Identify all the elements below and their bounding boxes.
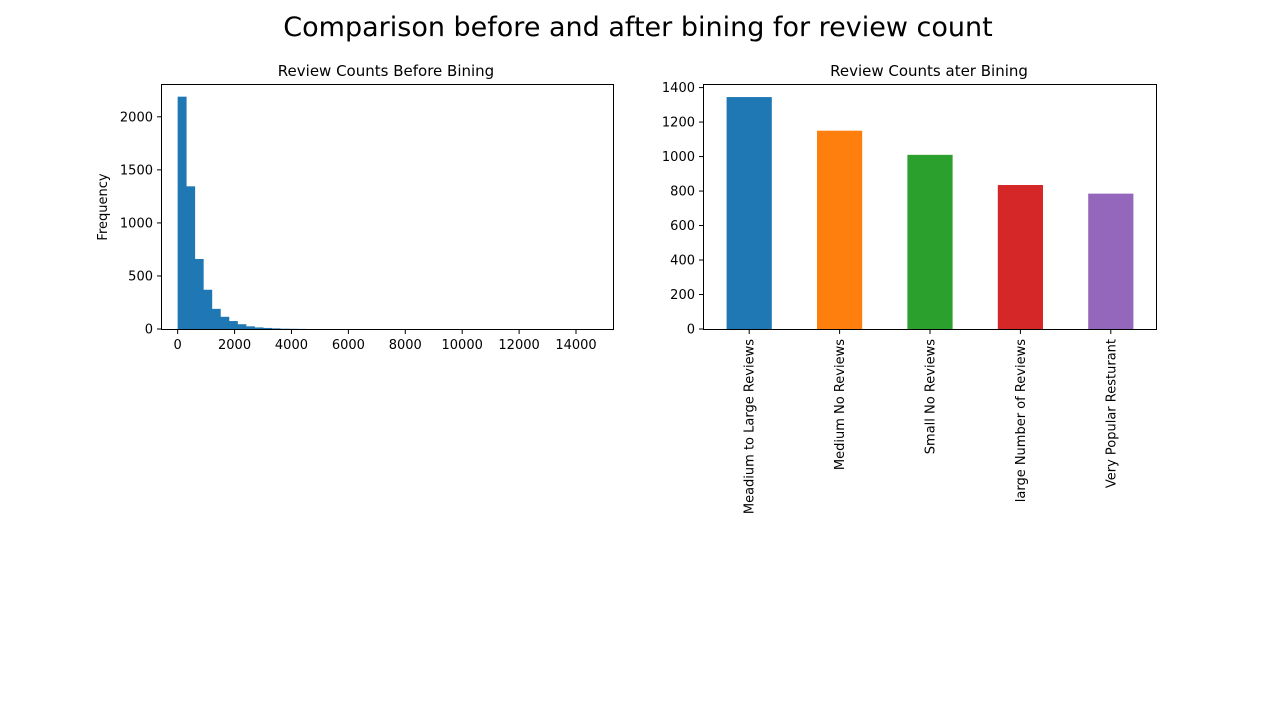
- histogram-bar: [271, 328, 281, 329]
- y-tick-label: 1400: [662, 81, 695, 96]
- y-tick-label: 500: [128, 269, 153, 284]
- histogram-bar: [211, 308, 221, 329]
- x-tick-label: 14000: [555, 338, 596, 353]
- histogram-bars: [177, 96, 307, 330]
- bar: [907, 154, 953, 329]
- x-tick-label: 4000: [275, 338, 308, 353]
- histogram-bar: [254, 327, 264, 329]
- histogram-axes: Review Counts Before Bining Frequency 0 2…: [96, 62, 614, 353]
- bar: [1088, 193, 1134, 329]
- bar: [817, 130, 863, 329]
- x-tick-label: 10000: [442, 338, 483, 353]
- y-tick-label: 0: [145, 323, 153, 338]
- x-tick-label: 12000: [498, 338, 539, 353]
- x-tick-label: Very Popular Resturant: [1104, 339, 1119, 488]
- bar: [726, 97, 772, 329]
- histogram-frame: [161, 84, 614, 330]
- histogram-ylabel: Frequency: [96, 173, 111, 240]
- y-tick-label: 1000: [120, 216, 153, 231]
- y-tick-label: 200: [670, 288, 695, 303]
- y-tick-label: 2000: [120, 110, 153, 125]
- histogram-bar: [177, 96, 187, 330]
- bar-chart-axes: Review Counts ater Bining Meadium to Lar…: [662, 62, 1157, 514]
- x-tick-label: Meadium to Large Reviews: [743, 339, 758, 514]
- x-tick-label: Small No Reviews: [924, 339, 939, 454]
- x-tick-label: Medium No Reviews: [833, 339, 848, 470]
- histogram-bar: [237, 324, 247, 329]
- bar-chart-y-ticks: 0 200 400 600 800 1000 1200 1400: [662, 81, 704, 338]
- y-tick-label: 400: [670, 254, 695, 269]
- bar: [997, 185, 1043, 329]
- y-tick-label: 800: [670, 185, 695, 200]
- figure-title: Comparison before and after bining for r…: [283, 12, 992, 43]
- histogram-bar: [228, 321, 238, 329]
- histogram-bar: [245, 326, 255, 329]
- bar-chart-bars: [726, 97, 1134, 329]
- y-tick-label: 1000: [662, 150, 695, 165]
- x-tick-label: 2000: [218, 338, 251, 353]
- x-tick-label: large Number of Reviews: [1014, 339, 1029, 502]
- y-tick-label: 0: [687, 323, 695, 338]
- histogram-bar: [220, 316, 230, 329]
- x-tick-label: 0: [174, 338, 182, 353]
- histogram-bar: [186, 186, 196, 329]
- histogram-y-ticks: 0 500 1000 1500 2000: [120, 110, 162, 338]
- histogram-bar: [263, 327, 272, 329]
- histogram-title: Review Counts Before Bining: [278, 62, 494, 80]
- x-tick-label: 6000: [332, 338, 365, 353]
- histogram-x-ticks: 0 2000 4000 6000 8000 10000 12000 14000: [174, 329, 597, 353]
- y-tick-label: 1200: [662, 116, 695, 131]
- histogram-bar: [194, 258, 204, 329]
- bar-chart-title: Review Counts ater Bining: [830, 62, 1028, 80]
- bar-chart-frame: [703, 84, 1157, 330]
- y-tick-label: 600: [670, 219, 695, 234]
- x-tick-label: 8000: [389, 338, 422, 353]
- y-tick-label: 1500: [120, 163, 153, 178]
- bar-chart-x-ticks: Meadium to Large Reviews Medium No Review…: [743, 329, 1119, 514]
- histogram-bar: [203, 289, 213, 329]
